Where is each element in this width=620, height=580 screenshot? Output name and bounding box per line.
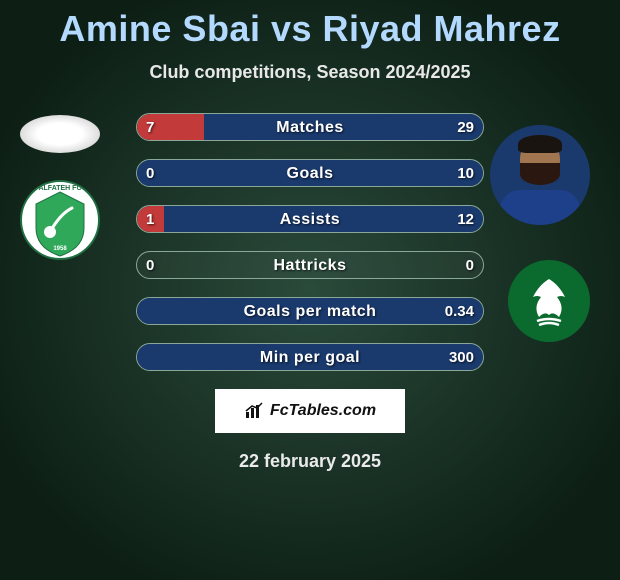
stat-row-goals: 0 Goals 10 [136,159,484,187]
stat-row-assists: 1 Assists 12 [136,205,484,233]
stat-label: Goals per match [137,298,483,324]
stat-row-hattricks: 0 Hattricks 0 [136,251,484,279]
player-left-avatar-placeholder [20,115,100,153]
crest-year: 1958 [53,246,67,252]
stat-right-value: 10 [457,160,474,186]
stat-row-goals-per-match: Goals per match 0.34 [136,297,484,325]
chart-icon [244,402,264,420]
page-subtitle: Club competitions, Season 2024/2025 [0,62,620,83]
stat-row-min-per-goal: Min per goal 300 [136,343,484,371]
stat-label: Hattricks [137,252,483,278]
attribution-badge: FcTables.com [215,389,405,433]
attribution-text: FcTables.com [270,402,376,420]
footer-date: 22 february 2025 [0,451,620,472]
stat-right-value: 29 [457,114,474,140]
stat-right-value: 0 [466,252,474,278]
crest-text-top: ALFATEH FC [38,185,81,192]
stats-area: 7 Matches 29 0 Goals 10 1 Assists 12 0 H… [136,113,484,371]
stat-label: Matches [137,114,483,140]
al-ahli-crest [508,260,590,342]
stat-right-value: 12 [457,206,474,232]
stat-right-value: 300 [449,344,474,370]
player-right-avatar [490,125,590,225]
stat-label: Goals [137,160,483,186]
stat-label: Assists [137,206,483,232]
alfateh-fc-crest: ALFATEH FC 1958 [20,178,100,262]
page-title: Amine Sbai vs Riyad Mahrez [0,0,620,50]
stat-label: Min per goal [137,344,483,370]
stat-right-value: 0.34 [445,298,474,324]
stat-row-matches: 7 Matches 29 [136,113,484,141]
